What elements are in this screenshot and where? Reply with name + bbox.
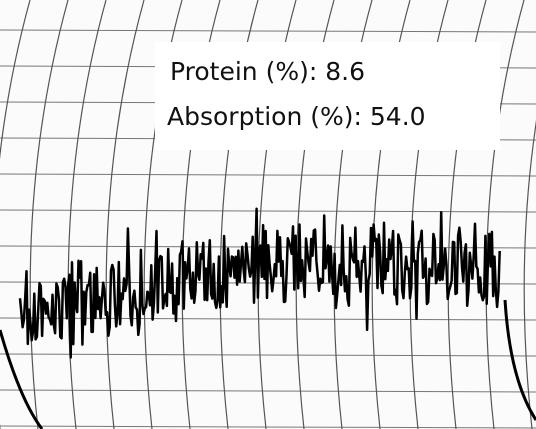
mixogram-image: Protein (%): 8.6 Absorption (%): 54.0	[0, 0, 536, 429]
annotation: Absorption (%): 54.0	[167, 102, 426, 131]
annotation: Protein (%): 8.6	[170, 57, 365, 86]
